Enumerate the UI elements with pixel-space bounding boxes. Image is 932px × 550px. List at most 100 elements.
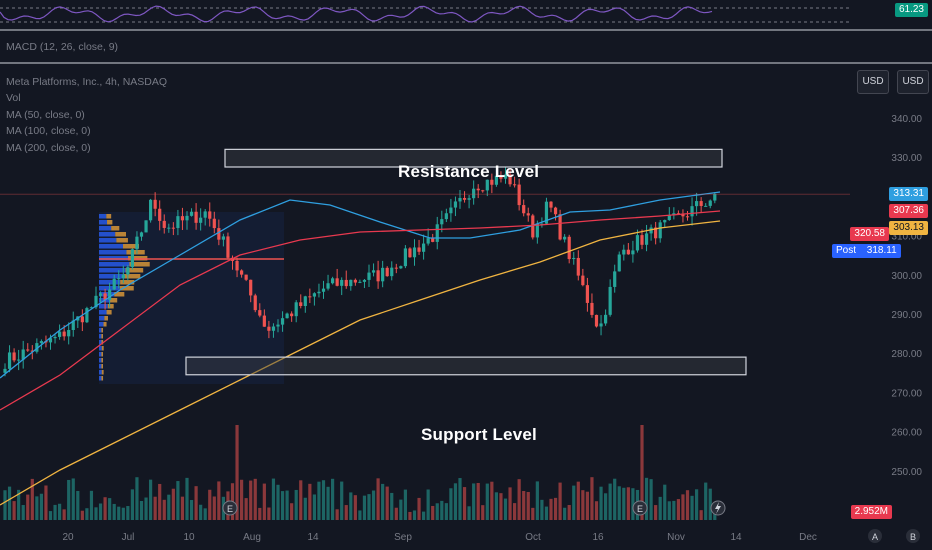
volume-bar bbox=[585, 491, 589, 520]
price-tick-label: 270.00 bbox=[891, 388, 922, 399]
volume-bar bbox=[412, 510, 417, 520]
volume-bar bbox=[371, 490, 376, 520]
auto-scale-a-icon bbox=[868, 529, 882, 543]
volume-bar bbox=[253, 478, 257, 520]
volume-bar bbox=[431, 505, 435, 520]
candle-body bbox=[271, 326, 276, 331]
volume-bar bbox=[381, 483, 385, 520]
candle-body bbox=[613, 271, 617, 287]
candle-body bbox=[631, 250, 635, 255]
volume-bar bbox=[376, 478, 380, 520]
volume-bar bbox=[126, 506, 130, 520]
post-market-tag: Post 318.11 bbox=[832, 244, 901, 258]
currency-button-1[interactable]: USD bbox=[857, 70, 889, 94]
candle-body bbox=[12, 352, 16, 361]
volume-bar bbox=[171, 488, 175, 520]
candle-body bbox=[599, 323, 603, 327]
candle-body bbox=[331, 278, 335, 284]
volume-bar bbox=[358, 510, 362, 520]
candle-body bbox=[80, 316, 84, 323]
candle-body bbox=[285, 313, 289, 319]
volume-bar bbox=[208, 489, 212, 520]
time-tick-label: Sep bbox=[394, 532, 412, 543]
candle-body bbox=[130, 249, 134, 268]
candle-body bbox=[299, 302, 303, 307]
volume-profile-bar bbox=[99, 214, 107, 219]
candle-body bbox=[590, 302, 594, 315]
volume-bar bbox=[35, 496, 39, 520]
volume-bar bbox=[144, 497, 148, 520]
price-tick-label: 300.00 bbox=[891, 271, 922, 282]
candle-body bbox=[399, 266, 403, 269]
volume-profile-bar bbox=[99, 262, 130, 267]
volume-profile-bar bbox=[99, 280, 121, 285]
candle-body bbox=[294, 302, 298, 317]
candle-body bbox=[312, 293, 316, 297]
candle-body bbox=[244, 274, 248, 280]
candle-body bbox=[194, 211, 198, 223]
volume-profile-bar bbox=[109, 298, 118, 303]
candle-body bbox=[262, 315, 266, 327]
volume-bar bbox=[458, 478, 462, 520]
candle-body bbox=[403, 248, 407, 267]
volume-bar bbox=[235, 425, 239, 520]
ma200-line bbox=[0, 220, 721, 506]
volume-bar bbox=[503, 498, 508, 520]
currency-button-2[interactable]: USD bbox=[897, 70, 929, 94]
candle-body bbox=[444, 213, 448, 220]
volume-bar bbox=[426, 489, 430, 520]
time-tick-label: Aug bbox=[243, 532, 261, 543]
candle-body bbox=[290, 313, 294, 317]
ma50-price-tag: 313.31 bbox=[889, 187, 928, 201]
volume-bar bbox=[704, 482, 708, 520]
volume-profile-box bbox=[99, 212, 284, 384]
candle-body bbox=[517, 184, 521, 206]
volume-profile-bar bbox=[99, 232, 116, 237]
volume-bar bbox=[331, 478, 335, 520]
volume-bar bbox=[17, 489, 21, 520]
candle-body bbox=[85, 308, 89, 323]
candle-body bbox=[431, 238, 435, 242]
volume-bar bbox=[39, 493, 43, 520]
candle-body bbox=[481, 190, 485, 192]
volume-profile-bar bbox=[122, 244, 139, 249]
volume-profile-bar bbox=[99, 340, 102, 345]
candle-body bbox=[249, 279, 253, 296]
candle-body bbox=[649, 227, 653, 234]
volume-bar bbox=[417, 497, 421, 520]
candle-body bbox=[608, 286, 612, 315]
volume-bar bbox=[708, 488, 712, 520]
candle-body bbox=[126, 267, 130, 275]
volume-bar bbox=[563, 507, 567, 520]
candle-body bbox=[371, 270, 376, 273]
candle-body bbox=[635, 235, 640, 251]
volume-profile-bar bbox=[106, 214, 112, 219]
volume-profile-bar bbox=[99, 316, 105, 321]
candle-body bbox=[604, 314, 608, 324]
volume-bar bbox=[185, 477, 189, 520]
volume-bar bbox=[626, 487, 630, 520]
candle-body bbox=[267, 326, 271, 331]
volume-profile-bar bbox=[99, 364, 102, 369]
candle-body bbox=[417, 247, 421, 252]
volume-bar bbox=[53, 504, 57, 520]
candle-body bbox=[412, 247, 417, 258]
time-tick-label: Oct bbox=[525, 532, 541, 543]
earnings-icon bbox=[632, 500, 648, 516]
volume-profile-bar bbox=[99, 220, 108, 225]
volume-bar bbox=[622, 487, 626, 520]
lightning-glyph bbox=[715, 502, 721, 514]
candle-body bbox=[135, 236, 139, 250]
volume-profile-bar bbox=[101, 358, 103, 363]
volume-bar bbox=[62, 509, 66, 520]
volume-profile-bar bbox=[111, 226, 120, 231]
volume-bar bbox=[440, 500, 444, 520]
candle-body bbox=[21, 349, 25, 360]
candle-body bbox=[258, 310, 262, 316]
volume-bar bbox=[130, 489, 134, 520]
volume-profile-bar bbox=[114, 292, 125, 297]
price-tick-label: 260.00 bbox=[891, 428, 922, 439]
volume-bar bbox=[553, 497, 558, 520]
ma200-legend: MA (200, close, 0) bbox=[6, 142, 91, 154]
